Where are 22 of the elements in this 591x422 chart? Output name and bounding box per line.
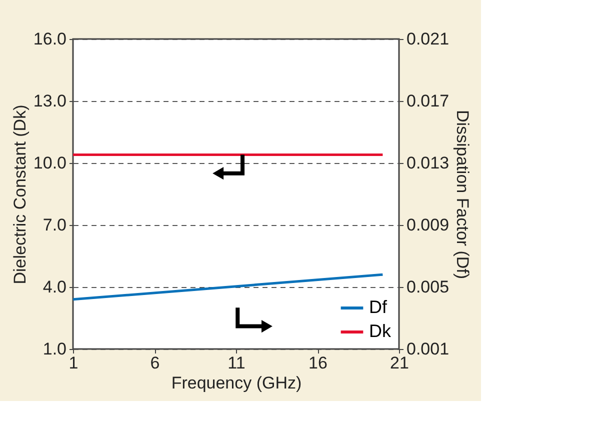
y2-tick-label: 0.005 bbox=[406, 278, 450, 296]
y-tick-label: 1.0 bbox=[42, 340, 66, 358]
legend-label: Df bbox=[369, 297, 388, 317]
y2-tick-label: 0.001 bbox=[406, 340, 450, 358]
y-tick-label: 4.0 bbox=[42, 278, 66, 296]
x-tick-label: 11 bbox=[228, 354, 246, 372]
y2-tick-label: 0.009 bbox=[406, 216, 450, 234]
x-tick-label: 6 bbox=[150, 354, 160, 372]
y-tick-label: 7.0 bbox=[42, 216, 66, 234]
x-axis-title: Frequency (GHz) bbox=[171, 374, 302, 392]
y2-tick-label: 0.021 bbox=[406, 30, 450, 48]
y2-tick-label: 0.017 bbox=[406, 92, 450, 110]
x-tick-label: 21 bbox=[390, 354, 409, 372]
x-tick-label: 16 bbox=[308, 354, 328, 372]
y2-tick-label: 0.013 bbox=[406, 154, 450, 172]
legend-label: Dk bbox=[369, 321, 392, 341]
y-tick-label: 16.0 bbox=[33, 30, 66, 48]
y2-axis-title: Dissipation Factor (Df) bbox=[453, 110, 472, 280]
y-tick-label: 10.0 bbox=[33, 154, 66, 172]
y-axis-title: Dielectric Constant (Dk) bbox=[10, 104, 30, 284]
y-tick-label: 13.0 bbox=[33, 92, 66, 110]
x-tick-label: 1 bbox=[68, 354, 78, 372]
